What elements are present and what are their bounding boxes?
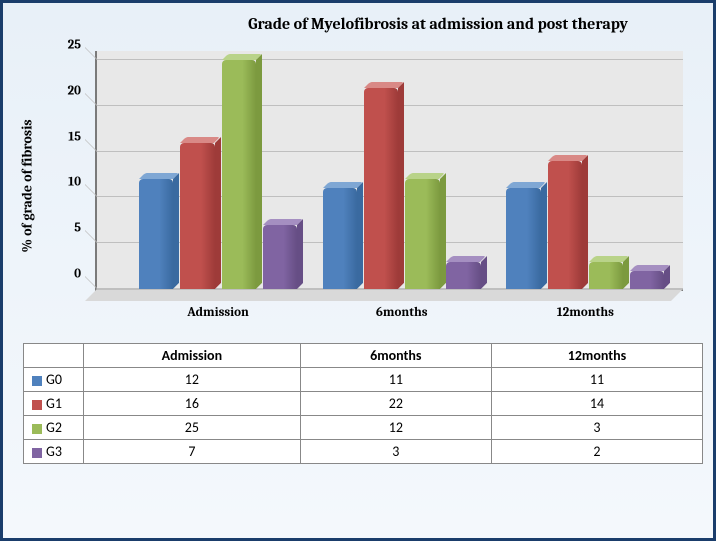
- bar-side: [481, 256, 487, 289]
- bar-side: [440, 173, 446, 289]
- bar: [323, 188, 357, 289]
- table-cell: 3: [300, 440, 491, 464]
- bar: [630, 271, 664, 289]
- bar-side: [541, 182, 547, 289]
- table-cell: 12: [300, 416, 491, 440]
- bar-front: [263, 225, 297, 289]
- category-label: Admission: [132, 289, 304, 320]
- category-label: 6months: [316, 289, 488, 320]
- table-cell: 11: [300, 368, 491, 392]
- table-body: G0121111G1162214G225123G3732: [24, 368, 703, 464]
- table-cell: 25: [84, 416, 301, 440]
- bar-side: [297, 219, 303, 289]
- category-label: 12months: [499, 289, 671, 320]
- table-row: G3732: [24, 440, 703, 464]
- y-tick: 10: [68, 175, 97, 190]
- row-header: G2: [24, 416, 84, 440]
- table-cell: 7: [84, 440, 301, 464]
- y-tick: 15: [68, 129, 97, 144]
- y-tick: 20: [67, 83, 97, 98]
- y-tick: 25: [68, 38, 97, 53]
- col-header: 6months: [300, 344, 491, 368]
- table-row: G0121111: [24, 368, 703, 392]
- col-header: Admission: [84, 344, 301, 368]
- bar-front: [405, 179, 439, 289]
- bar: [263, 225, 297, 289]
- bar-front: [589, 262, 623, 289]
- bar-front: [222, 60, 256, 289]
- bar: [506, 188, 540, 289]
- table-cell: 12: [84, 368, 301, 392]
- bar-side: [582, 155, 588, 289]
- figure-frame: Grade of Myelofibrosis at admission and …: [0, 0, 716, 541]
- bar: [180, 143, 214, 289]
- bar-front: [630, 271, 664, 289]
- bar: [589, 262, 623, 289]
- table-cell: 2: [491, 440, 702, 464]
- bar: [446, 262, 480, 289]
- bar-front: [180, 143, 214, 289]
- bar-front: [548, 161, 582, 289]
- col-header: 12months: [491, 344, 702, 368]
- legend-swatch: [32, 376, 42, 386]
- bar-side: [256, 54, 262, 289]
- table-cell: 16: [84, 392, 301, 416]
- table-cell: 22: [300, 392, 491, 416]
- legend-swatch: [32, 400, 42, 410]
- bar-side: [173, 173, 179, 289]
- bar-group: Admission: [132, 51, 304, 289]
- table-row: G225123: [24, 416, 703, 440]
- bar: [222, 60, 256, 289]
- bar-side: [215, 137, 221, 289]
- y-tick: 5: [74, 221, 97, 236]
- bar: [364, 88, 398, 289]
- data-table: Admission 6months 12months G0121111G1162…: [23, 343, 703, 464]
- table-row: G1162214: [24, 392, 703, 416]
- bar-side: [623, 256, 629, 289]
- row-header: G1: [24, 392, 84, 416]
- table-header-row: Admission 6months 12months: [24, 344, 703, 368]
- plot-region: 0510152025Admission6months12months: [95, 51, 683, 291]
- bar: [139, 179, 173, 289]
- bar-front: [446, 262, 480, 289]
- table-cell: 3: [491, 416, 702, 440]
- row-header: G0: [24, 368, 84, 392]
- bar: [548, 161, 582, 289]
- table-cell: 11: [491, 368, 702, 392]
- chart-title: Grade of Myelofibrosis at admission and …: [13, 15, 703, 33]
- table-corner: [24, 344, 84, 368]
- bar: [405, 179, 439, 289]
- legend-swatch: [32, 448, 42, 458]
- table-cell: 14: [491, 392, 702, 416]
- y-tick: 0: [74, 267, 97, 282]
- bar-side: [398, 82, 404, 289]
- bar-side: [664, 265, 670, 289]
- chart-area: % of grade of fibrosis 0510152025Admissi…: [67, 41, 683, 331]
- bar-front: [139, 179, 173, 289]
- legend-swatch: [32, 424, 42, 434]
- bar-front: [323, 188, 357, 289]
- bar-group: 12months: [499, 51, 671, 289]
- bar-front: [364, 88, 398, 289]
- bar-side: [357, 182, 363, 289]
- row-header: G3: [24, 440, 84, 464]
- y-axis-label: % of grade of fibrosis: [19, 119, 36, 252]
- bar-front: [506, 188, 540, 289]
- bar-group: 6months: [316, 51, 488, 289]
